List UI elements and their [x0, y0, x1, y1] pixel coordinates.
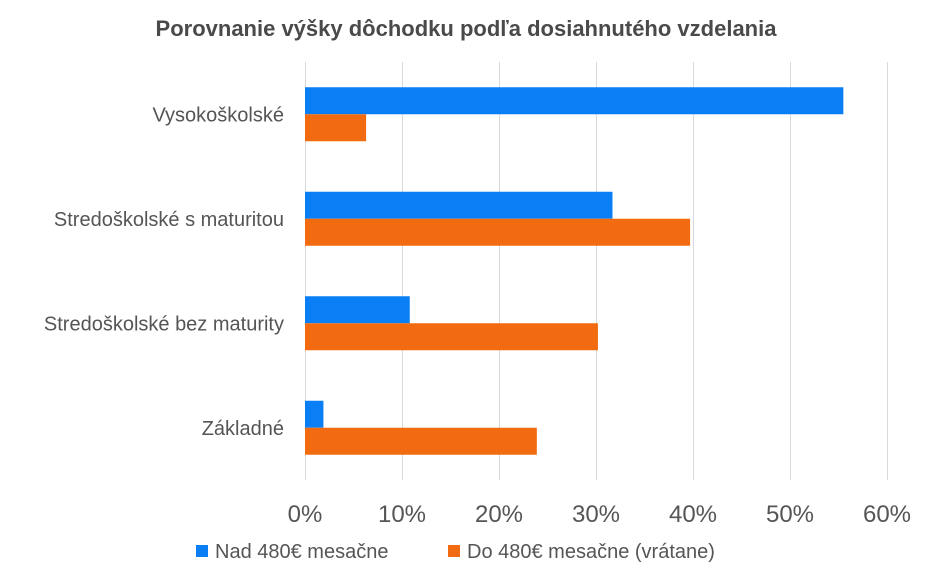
x-tick-label: 60%: [863, 501, 911, 528]
legend: Nad 480€ mesačne Do 480€ mesačne (vrátane…: [196, 541, 715, 563]
legend-swatch: [448, 545, 460, 557]
bar-do-480-2: [305, 323, 598, 351]
legend-label: Nad 480€ mesačne: [215, 541, 388, 563]
bar-nad-480-2: [305, 296, 410, 324]
x-axis-tick-labels: 0% 10% 20% 30% 40% 50% 60%: [288, 501, 911, 528]
grid-layer: [305, 62, 888, 480]
bar-nad-480-3: [305, 400, 324, 428]
bar-do-480-1: [305, 218, 691, 246]
bars-layer: [305, 87, 844, 455]
x-tick-label: 10%: [378, 501, 426, 528]
chart-title: Porovnanie výšky dôchodku podľa dosiahnu…: [156, 16, 778, 41]
category-label: Vysokoškolské: [152, 104, 284, 126]
legend-swatch: [196, 545, 208, 557]
bar-do-480-3: [305, 427, 537, 455]
category-label: Základné: [202, 418, 284, 440]
bar-do-480-0: [305, 114, 367, 142]
x-tick-label: 50%: [766, 501, 814, 528]
bar-nad-480-0: [305, 87, 844, 115]
category-label: Stredoškolské s maturitou: [54, 209, 284, 231]
x-tick-label: 0%: [288, 501, 323, 528]
legend-label: Do 480€ mesačne (vrátane): [467, 541, 715, 563]
category-labels: Vysokoškolské Stredoškolské s maturitou St…: [44, 104, 284, 440]
bar-nad-480-1: [305, 191, 613, 219]
x-tick-label: 40%: [669, 501, 717, 528]
category-label: Stredoškolské bez maturity: [44, 313, 284, 335]
x-tick-label: 20%: [475, 501, 523, 528]
x-tick-label: 30%: [572, 501, 620, 528]
